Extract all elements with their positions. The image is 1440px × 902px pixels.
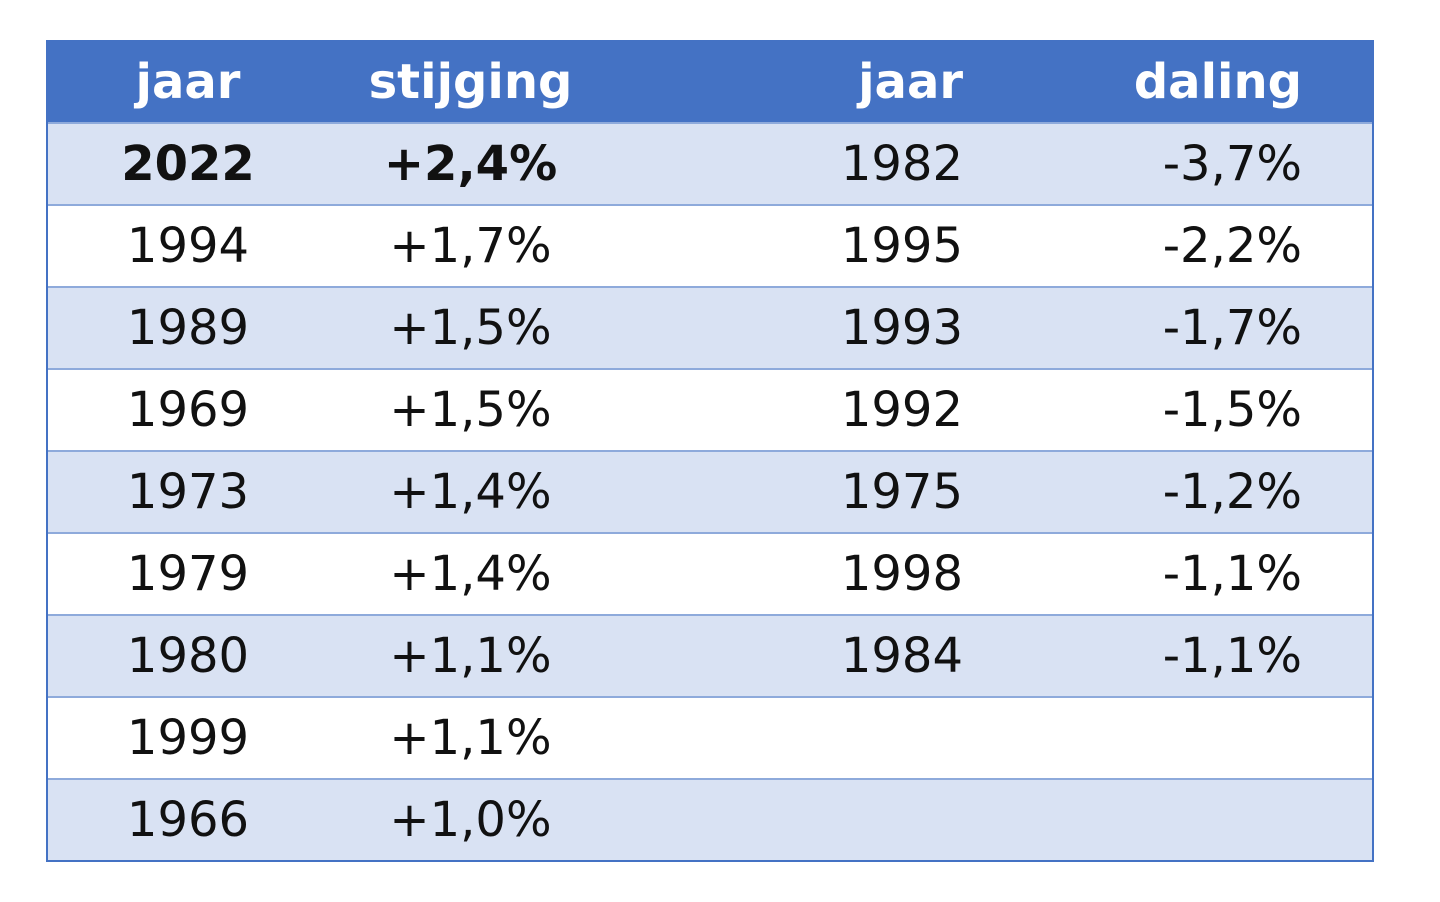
table-row: 1999 +1,1% <box>48 697 1372 779</box>
rise-year-cell: 1973 <box>126 464 250 520</box>
fall-value-cell <box>1093 779 1372 860</box>
fall-value-cell: -1,1% <box>1162 628 1302 684</box>
fall-value-cell: -1,2% <box>1162 464 1302 520</box>
rise-value-cell: +1,1% <box>389 710 552 766</box>
ranking-table: jaar stijging jaar daling 2022 +2,4% 1982 -… <box>46 40 1374 862</box>
fall-year-cell: 1982 <box>840 136 963 192</box>
fall-year-cell: 1993 <box>840 300 963 356</box>
rise-value-cell: +1,5% <box>389 300 552 356</box>
fall-year-cell: 1975 <box>840 464 963 520</box>
rise-year-cell: 2022 <box>121 136 255 192</box>
rise-fall-table: jaar stijging jaar daling 2022 +2,4% 1982 -… <box>48 42 1372 860</box>
table-row: 1966 +1,0% <box>48 779 1372 860</box>
rise-value-cell: +1,4% <box>389 546 552 602</box>
rise-year-cell: 1989 <box>126 300 250 356</box>
rise-value-cell: +1,5% <box>389 382 552 438</box>
fall-value-cell: -2,2% <box>1162 218 1302 274</box>
rise-year-cell: 1966 <box>126 792 250 848</box>
table-row: 1979 +1,4% 1998 -1,1% <box>48 533 1372 615</box>
fall-year-cell: 1995 <box>840 218 963 274</box>
rise-year-cell: 1979 <box>126 546 250 602</box>
rise-value-cell: +1,1% <box>389 628 552 684</box>
fall-year-cell: 1992 <box>840 382 963 438</box>
rise-value-cell: +1,0% <box>389 792 552 848</box>
fall-value-cell <box>1093 697 1372 779</box>
table-row: 1989 +1,5% 1993 -1,7% <box>48 287 1372 369</box>
fall-year-cell: 1998 <box>840 546 963 602</box>
rise-year-cell: 1980 <box>126 628 250 684</box>
fall-value-cell: -1,1% <box>1162 546 1302 602</box>
fall-value-cell: -1,7% <box>1162 300 1302 356</box>
header-fall-year: jaar <box>858 54 963 110</box>
rise-value-cell: +2,4% <box>383 136 558 192</box>
header-rise-year: jaar <box>135 54 241 110</box>
table-row: 1969 +1,5% 1992 -1,5% <box>48 369 1372 451</box>
rise-value-cell: +1,7% <box>389 218 552 274</box>
rise-year-cell: 1994 <box>126 218 250 274</box>
fall-year-cell <box>613 697 1093 779</box>
table-body: 2022 +2,4% 1982 -3,7% 1994 +1,7% 1995 -2,2% 1989… <box>48 123 1372 860</box>
table-row: 1973 +1,4% 1975 -1,2% <box>48 451 1372 533</box>
table-row: 1994 +1,7% 1995 -2,2% <box>48 205 1372 287</box>
rise-year-cell: 1969 <box>126 382 250 438</box>
rise-value-cell: +1,4% <box>389 464 552 520</box>
table-row: 1980 +1,1% 1984 -1,1% <box>48 615 1372 697</box>
header-rise: stijging <box>368 54 573 110</box>
table-row: 2022 +2,4% 1982 -3,7% <box>48 123 1372 205</box>
header-row: jaar stijging jaar daling <box>48 42 1372 123</box>
rise-year-cell: 1999 <box>126 710 250 766</box>
fall-year-cell: 1984 <box>840 628 963 684</box>
fall-year-cell <box>613 779 1093 860</box>
fall-value-cell: -1,5% <box>1162 382 1302 438</box>
fall-value-cell: -3,7% <box>1162 136 1302 192</box>
header-fall: daling <box>1133 54 1302 110</box>
